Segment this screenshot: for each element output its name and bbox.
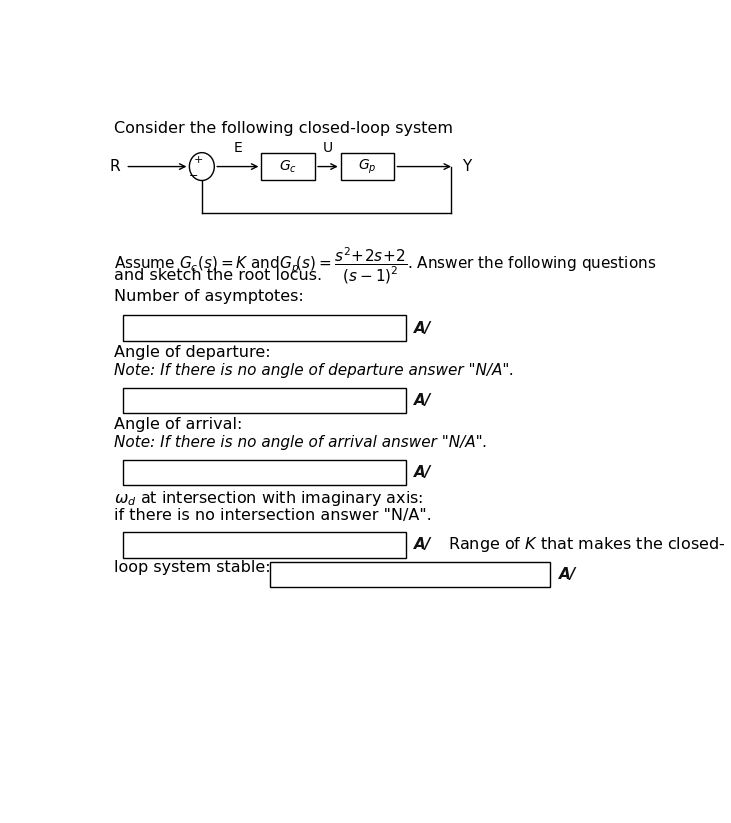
Text: A/: A/ xyxy=(414,465,432,480)
Text: −: − xyxy=(189,171,198,181)
Text: $\omega_d$ at intersection with imaginary axis:: $\omega_d$ at intersection with imaginar… xyxy=(114,489,423,508)
Text: A/: A/ xyxy=(558,567,576,582)
Text: Note: If there is no angle of arrival answer "N/A".: Note: If there is no angle of arrival an… xyxy=(114,435,488,450)
Text: Consider the following closed-loop system: Consider the following closed-loop syste… xyxy=(114,121,453,136)
Text: Range of $K$ that makes the closed-: Range of $K$ that makes the closed- xyxy=(448,536,726,555)
Text: A/: A/ xyxy=(414,321,432,336)
Text: if there is no intersection answer "N/A".: if there is no intersection answer "N/A"… xyxy=(114,508,432,523)
Text: $G_c$: $G_c$ xyxy=(279,158,298,174)
Text: R: R xyxy=(109,159,120,174)
Bar xyxy=(123,315,406,341)
Text: A/: A/ xyxy=(414,537,432,552)
Text: loop system stable:: loop system stable: xyxy=(114,560,270,575)
Text: U: U xyxy=(323,142,333,156)
Text: Assume $G_c(s) = K$ and$G_p\!\left(s\right) = \dfrac{s^2\!+\!2s\!+\!2}{(s-1)^2}$: Assume $G_c(s) = K$ and$G_p\!\left(s\rig… xyxy=(114,246,656,286)
Bar xyxy=(341,153,395,180)
Text: Number of asymptotes:: Number of asymptotes: xyxy=(114,289,304,304)
Bar xyxy=(123,388,406,413)
Bar xyxy=(123,460,406,486)
Text: Y: Y xyxy=(463,159,471,174)
Text: $G_p$: $G_p$ xyxy=(358,157,376,176)
Text: Note: If there is no angle of departure answer "N/A".: Note: If there is no angle of departure … xyxy=(114,363,515,378)
Text: Angle of arrival:: Angle of arrival: xyxy=(114,417,243,432)
Text: A/: A/ xyxy=(414,393,432,408)
Text: E: E xyxy=(233,142,242,156)
Text: Angle of departure:: Angle of departure: xyxy=(114,345,270,360)
Text: +: + xyxy=(194,155,202,165)
Text: and sketch the root locus.: and sketch the root locus. xyxy=(114,268,322,283)
Bar xyxy=(262,153,315,180)
Bar xyxy=(123,532,406,557)
Bar xyxy=(270,562,550,588)
